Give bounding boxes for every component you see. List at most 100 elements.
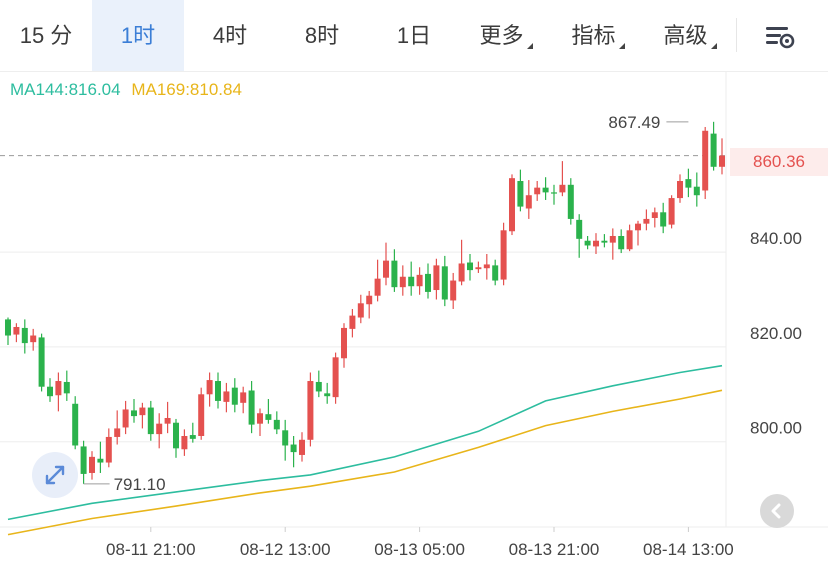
candle-body	[273, 419, 280, 430]
x-tick-label: 08-13 05:00	[374, 540, 465, 559]
candle-body	[450, 280, 457, 301]
candle-body	[517, 181, 524, 207]
candle-body	[710, 133, 717, 167]
candle-body	[114, 428, 121, 437]
fit-chart-button[interactable]	[32, 452, 78, 498]
candle-body	[315, 381, 322, 392]
candle-body	[542, 187, 549, 193]
candle-body	[13, 326, 20, 335]
candle-body	[341, 327, 347, 359]
candle-body	[21, 327, 28, 344]
candle-body	[576, 219, 583, 239]
candle-body	[475, 267, 482, 270]
candle-body	[122, 409, 129, 428]
ma169-label: MA169:810.84	[131, 80, 242, 99]
tab-advanced[interactable]: 高级	[644, 0, 736, 71]
candle-body	[290, 444, 297, 453]
candle-body	[391, 260, 398, 288]
candle-body	[374, 278, 381, 296]
ma-legend: MA144:816.04 MA169:810.84	[10, 80, 242, 100]
candle-body	[349, 315, 356, 329]
candle-body	[215, 381, 221, 401]
ma-line-ma144	[7, 364, 723, 521]
candle-body	[206, 380, 213, 395]
ma-line-ma169	[7, 389, 723, 536]
y-tick-label: 840.00	[750, 229, 802, 248]
candle-body	[584, 240, 591, 246]
chevron-left-icon	[771, 503, 781, 519]
candle-body	[651, 212, 658, 218]
dropdown-triangle-icon	[710, 43, 717, 49]
candle-body	[131, 410, 137, 417]
candle-body	[139, 407, 146, 416]
candle-body	[156, 423, 163, 435]
tab-1d[interactable]: 1日	[368, 0, 460, 71]
candle-body	[332, 357, 339, 398]
candle-body	[105, 436, 112, 463]
candle-body	[559, 184, 566, 193]
candle-body	[719, 155, 725, 167]
dropdown-triangle-icon	[618, 43, 625, 49]
candle-body	[265, 414, 272, 420]
y-tick-label: 800.00	[750, 419, 802, 438]
candle-body	[609, 235, 616, 243]
candlestick-chart[interactable]: 800.00 820.00 840.00 08-11 21:00 08-12 13:00…	[0, 72, 828, 562]
chart-settings-icon	[766, 27, 795, 49]
candle-body	[189, 435, 196, 439]
candle-body	[702, 130, 709, 191]
candle-body	[693, 186, 700, 196]
current-price-tag: 860.36	[730, 148, 828, 176]
tab-label: 1时	[120, 23, 156, 48]
candle-body	[240, 392, 247, 403]
candle-body	[5, 319, 11, 336]
tab-4h[interactable]: 4时	[184, 0, 276, 71]
candle-body	[307, 381, 314, 440]
candle-body	[492, 265, 499, 281]
candle-body	[525, 195, 532, 209]
tab-15min[interactable]: 15 分	[0, 0, 92, 71]
candle-body	[47, 386, 53, 397]
candle-body	[30, 335, 37, 343]
tab-1h[interactable]: 1时	[92, 0, 184, 71]
x-tick-label: 08-14 13:00	[643, 540, 734, 559]
tab-divider	[736, 18, 737, 52]
candle-body	[668, 198, 675, 225]
chart-settings-button[interactable]	[760, 18, 800, 54]
tab-more[interactable]: 更多	[460, 0, 552, 71]
tab-label: 8时	[304, 23, 340, 48]
candle-body	[425, 273, 431, 292]
candle-body	[257, 413, 263, 424]
candle-body	[408, 276, 415, 287]
candle-body	[467, 262, 473, 271]
tab-indicators[interactable]: 指标	[552, 0, 644, 71]
tab-label: 4时	[212, 23, 248, 48]
candle-body	[357, 303, 364, 318]
candle-body	[441, 266, 448, 300]
tab-label: 1日	[396, 23, 432, 48]
candle-body	[164, 417, 171, 424]
candle-body	[383, 260, 389, 278]
candle-body	[173, 422, 179, 449]
candle-body	[643, 218, 650, 224]
candle-body	[55, 381, 62, 396]
tab-8h[interactable]: 8时	[276, 0, 368, 71]
candle-body	[38, 337, 45, 387]
candle-body	[593, 240, 599, 247]
candle-body	[635, 223, 641, 231]
scroll-back-button[interactable]	[760, 494, 794, 528]
candle-body	[80, 446, 87, 474]
tab-label: 更多	[479, 23, 524, 48]
candle-body	[534, 187, 541, 195]
candle-body	[618, 235, 625, 250]
y-tick-label: 820.00	[750, 324, 802, 343]
candle-body	[223, 391, 230, 402]
tab-label: 高级	[663, 23, 708, 48]
candle-body	[72, 403, 79, 446]
x-tick-label: 08-12 13:00	[240, 540, 331, 559]
candle-body	[299, 439, 305, 455]
candle-body	[626, 230, 633, 250]
candle-body	[685, 179, 692, 188]
candle-body	[660, 212, 667, 227]
high-price-label: 867.49	[608, 113, 660, 132]
candle-body	[282, 430, 289, 446]
